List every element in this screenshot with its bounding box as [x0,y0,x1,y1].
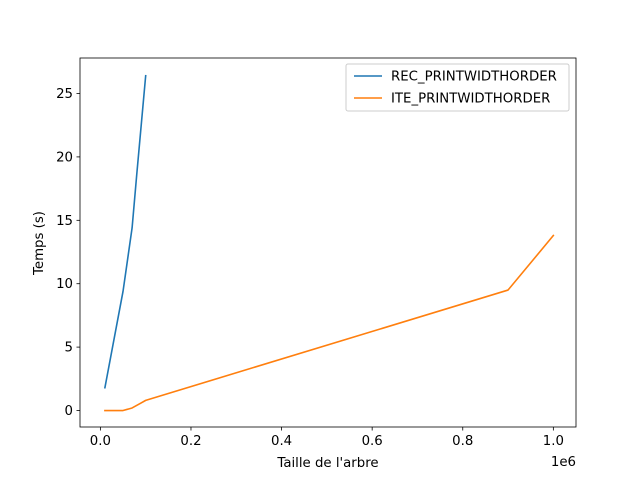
x-axis: 0.0 0.2 0.4 0.6 0.8 1.0 [90,427,564,449]
series-layer [103,74,555,412]
plot-frame [79,57,577,428]
series-line-0 [103,74,147,389]
x-axis-offset-label: 1e6 [551,455,576,470]
y-tick-label: 10 [56,277,73,292]
legend-entry-label: ITE_PRINTWIDTHORDER [391,92,550,107]
x-tick-label: 0.4 [271,434,292,449]
y-tick-label: 20 [56,150,73,165]
legend: REC_PRINTWIDTHORDER ITE_PRINTWIDTHORDER [345,63,570,112]
x-axis-label: Taille de l'arbre [276,456,378,471]
x-tick-label: 0.2 [180,434,201,449]
y-tick-label: 25 [56,87,73,102]
y-tick-label: 15 [56,214,73,229]
y-tick-label: 0 [65,404,73,419]
legend-box [345,63,570,112]
y-axis: 0 5 10 15 20 25 [56,87,80,419]
x-tick-label: 1.0 [543,434,564,449]
x-tick-label: 0.6 [362,434,383,449]
x-tick-label: 0.0 [90,434,111,449]
x-tick-label: 0.8 [452,434,473,449]
y-axis-label: Temps (s) [32,211,47,276]
y-tick-label: 5 [65,341,73,356]
series-line-1 [104,234,555,412]
legend-entry-label: REC_PRINTWIDTHORDER [391,70,557,85]
